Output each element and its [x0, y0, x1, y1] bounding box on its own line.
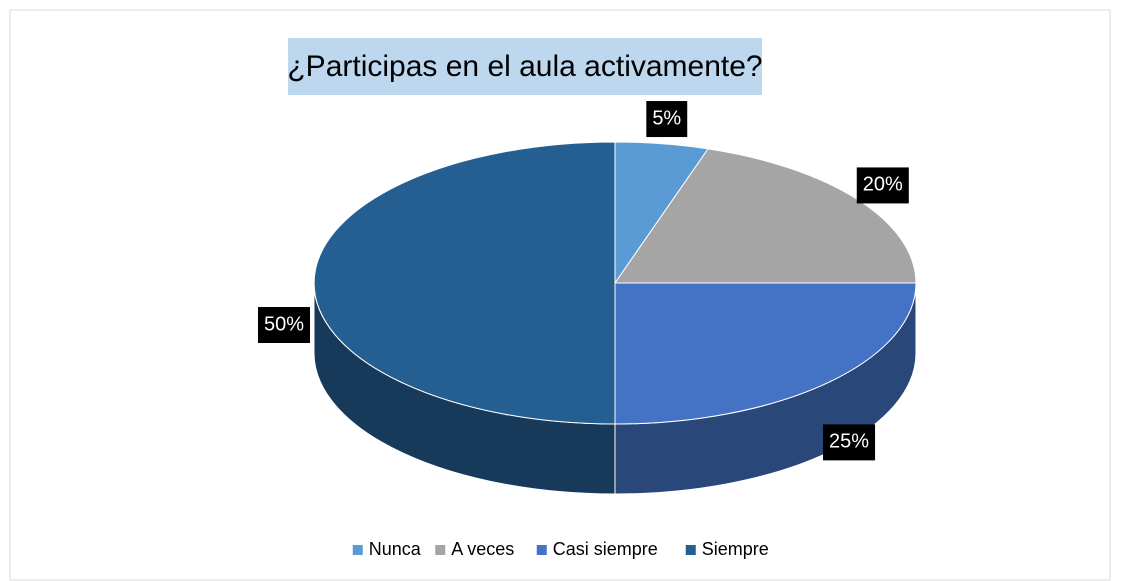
data-label-box: [257, 307, 311, 343]
legend-label: Siempre: [702, 539, 769, 559]
data-label: 50%: [257, 307, 311, 343]
slice: [614, 282, 917, 425]
data-label-text: 25%: [829, 431, 869, 453]
legend-swatch: [536, 545, 547, 555]
data-label-box: [856, 167, 909, 204]
data-label-text: 20%: [863, 174, 903, 196]
data-label-box: [823, 424, 876, 461]
chart-title: ¿Participas en el aula activamente?: [287, 50, 762, 83]
title-box: [288, 38, 762, 95]
data-label-box: [646, 101, 688, 138]
data-label: 25%: [823, 424, 876, 461]
data-label-text: 5%: [652, 107, 681, 129]
legend-swatch: [352, 545, 363, 555]
legend-label: A veces: [451, 539, 514, 559]
data-label-text: 50%: [264, 313, 304, 335]
legend-label: Casi siempre: [553, 539, 658, 559]
legend-swatch: [685, 545, 696, 555]
slice: [313, 141, 616, 425]
legend-swatch: [435, 545, 446, 555]
data-label: 5%: [646, 101, 688, 138]
data-label: 20%: [856, 167, 909, 204]
legend-label: Nunca: [369, 539, 422, 559]
